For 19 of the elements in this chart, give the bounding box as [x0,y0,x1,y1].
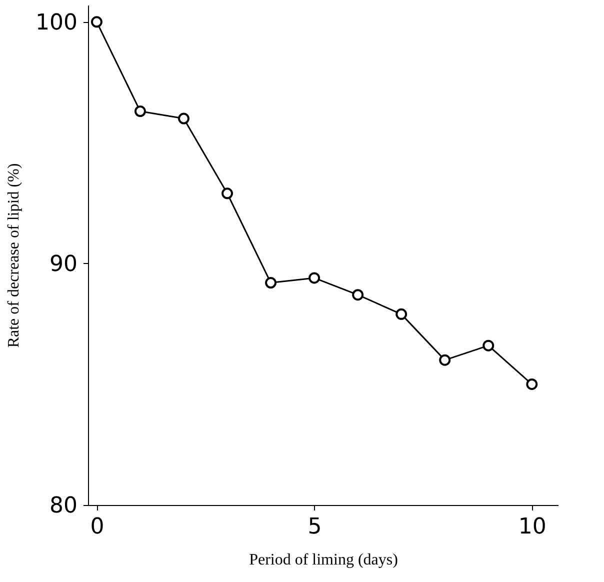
point [308,272,320,284]
y-tick-label: 80 [50,494,78,518]
x-tick-label: 10 [518,514,546,540]
x-tick-label: 5 [308,514,322,540]
y-tick-label: 90 [50,252,78,277]
point [90,16,102,28]
x-tick-label: 0 [90,514,104,540]
point [222,188,233,200]
point [482,340,494,352]
x-axis-title: Period of liming (days) [249,552,398,568]
point [396,308,408,320]
point [134,106,146,118]
point [265,277,277,289]
y-axis-title: Rate of decrease of lipid (%) [6,163,23,348]
point [526,378,538,390]
point [178,112,190,124]
point [352,289,364,301]
y-tick-label: 100 [36,10,78,36]
point [439,354,451,366]
